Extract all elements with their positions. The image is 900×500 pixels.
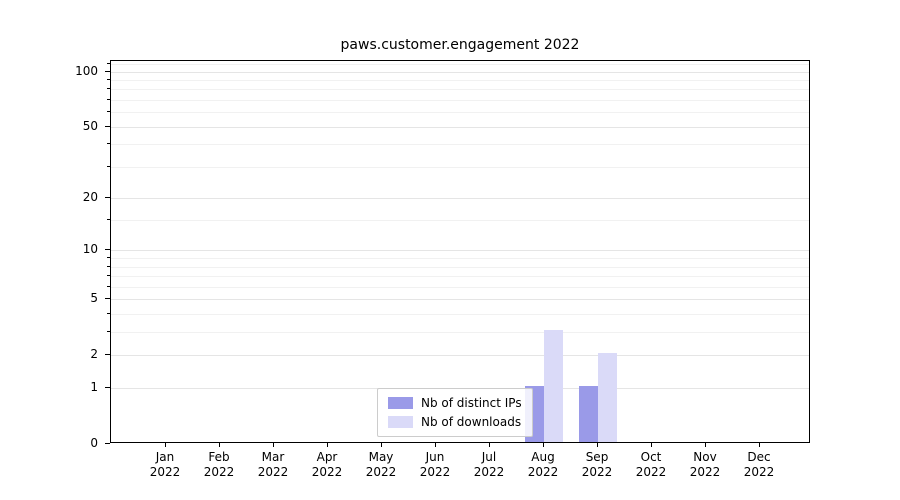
y-minor-tick-mark (107, 331, 110, 333)
legend-entry: Nb of distinct IPs (388, 396, 522, 410)
minor-gridline (111, 266, 809, 268)
legend-entry: Nb of downloads (388, 415, 522, 429)
y-tick-label: 0 (90, 436, 98, 450)
x-tick-mark (219, 443, 220, 447)
y-minor-tick-mark (107, 62, 110, 64)
x-tick-label-feb-2022: Feb 2022 (203, 450, 235, 479)
minor-gridline (111, 112, 809, 114)
minor-gridline (111, 314, 809, 316)
major-gridline (111, 126, 809, 128)
y-tick-label: 50 (82, 118, 98, 133)
x-tick-label-sep-2022: Sep 2022 (581, 450, 613, 479)
chart-title: paws.customer.engagement 2022 (340, 37, 580, 53)
y-tick-mark (105, 354, 110, 356)
bar-nb-of-downloads-aug-2022 (544, 330, 563, 442)
major-gridline (111, 198, 809, 200)
x-tick-mark (705, 443, 706, 447)
bar-nb-of-distinct-ips-sep-2022 (579, 386, 598, 442)
minor-gridline (111, 99, 809, 101)
legend-label: Nb of downloads (421, 415, 522, 429)
y-minor-tick-mark (107, 78, 110, 80)
minor-gridline (111, 63, 809, 65)
minor-gridline (111, 276, 809, 278)
x-tick-mark (165, 443, 166, 447)
y-minor-tick-mark (107, 257, 110, 259)
legend: Nb of distinct IPs Nb of downloads (377, 388, 533, 437)
y-minor-tick-mark (107, 165, 110, 167)
y-tick-mark (105, 387, 110, 389)
y-minor-tick-mark (107, 88, 110, 90)
minor-gridline (111, 89, 809, 91)
x-tick-mark (273, 443, 274, 447)
y-tick-mark (105, 249, 110, 251)
y-tick-label: 10 (82, 242, 98, 257)
x-tick-label-apr-2022: Apr 2022 (311, 450, 343, 479)
major-gridline (111, 250, 809, 252)
y-minor-tick-mark (107, 219, 110, 221)
x-tick-mark (759, 443, 760, 447)
x-tick-label-may-2022: May 2022 (365, 450, 397, 479)
y-minor-tick-mark (107, 275, 110, 277)
minor-gridline (111, 166, 809, 168)
x-tick-mark (435, 443, 436, 447)
y-minor-tick-mark (107, 98, 110, 100)
x-tick-mark (597, 443, 598, 447)
x-tick-label-jun-2022: Jun 2022 (419, 450, 451, 479)
y-tick-label: 2 (90, 347, 98, 362)
minor-gridline (111, 79, 809, 81)
x-tick-label-jan-2022: Jan 2022 (149, 450, 181, 479)
y-tick-mark (105, 197, 110, 199)
x-tick-label-jul-2022: Jul 2022 (473, 450, 505, 479)
y-minor-tick-mark (107, 313, 110, 315)
x-tick-mark (327, 443, 328, 447)
legend-swatch-icon (388, 397, 413, 409)
legend-swatch-icon (388, 416, 413, 428)
x-tick-mark (381, 443, 382, 447)
y-tick-mark (105, 125, 110, 127)
major-gridline (111, 299, 809, 301)
minor-gridline (111, 220, 809, 222)
y-tick-label: 5 (90, 291, 98, 306)
bar-nb-of-downloads-sep-2022 (598, 353, 617, 442)
minor-gridline (111, 332, 809, 334)
y-tick-mark (105, 298, 110, 300)
minor-gridline (111, 144, 809, 146)
y-tick-label: 1 (90, 380, 98, 395)
minor-gridline (111, 286, 809, 288)
plot-area: Nb of distinct IPs Nb of downloads (110, 60, 810, 443)
x-tick-label-mar-2022: Mar 2022 (257, 450, 289, 479)
y-minor-tick-mark (107, 265, 110, 267)
major-gridline (111, 355, 809, 357)
x-tick-mark (651, 443, 652, 447)
x-tick-mark (543, 443, 544, 447)
major-gridline (111, 71, 809, 73)
x-tick-label-dec-2022: Dec 2022 (743, 450, 775, 479)
y-minor-tick-mark (107, 285, 110, 287)
y-tick-mark (105, 443, 110, 444)
y-minor-tick-mark (107, 143, 110, 145)
x-tick-label-aug-2022: Aug 2022 (527, 450, 559, 479)
y-tick-label: 100 (75, 63, 98, 78)
y-tick-label: 20 (82, 190, 98, 205)
x-tick-label-nov-2022: Nov 2022 (689, 450, 721, 479)
minor-gridline (111, 258, 809, 260)
y-minor-tick-mark (107, 111, 110, 113)
legend-label: Nb of distinct IPs (421, 396, 522, 410)
x-tick-label-oct-2022: Oct 2022 (635, 450, 667, 479)
y-tick-mark (105, 70, 110, 72)
x-tick-mark (489, 443, 490, 447)
